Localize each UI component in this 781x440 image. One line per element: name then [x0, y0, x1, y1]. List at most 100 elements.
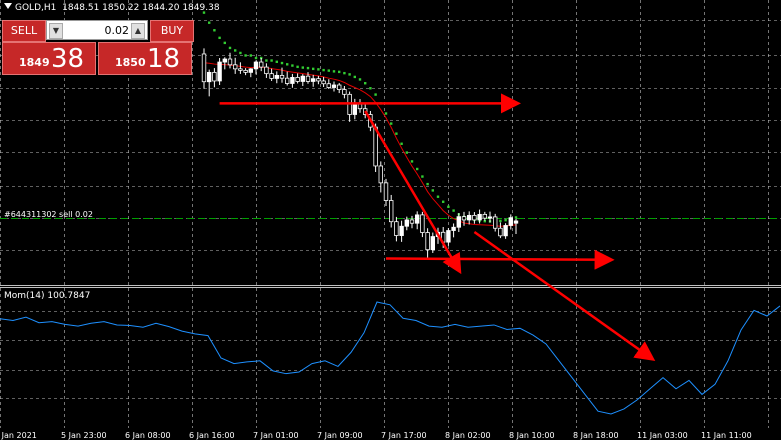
sar-dot [332, 70, 336, 73]
candle-body [248, 68, 253, 73]
sar-dot [442, 200, 445, 203]
candle-body [300, 75, 305, 82]
sar-dot [395, 132, 398, 135]
sar-dot [348, 73, 351, 76]
candle-body [342, 89, 347, 95]
sar-dot [223, 41, 226, 45]
sar-dot [249, 54, 252, 57]
time-tick-label: 11 Jan 03:00 [637, 431, 688, 440]
collapse-triangle-icon [4, 3, 12, 9]
candle-body [305, 75, 311, 82]
sar-dot [234, 49, 237, 52]
candle-body [430, 236, 435, 251]
candle-body [238, 68, 243, 71]
time-tick-label: 8 Jan 10:00 [509, 431, 555, 440]
sell-price-prefix: 1849 [19, 56, 50, 69]
sar-dot [384, 112, 388, 115]
candle-body [258, 61, 264, 68]
chart-ohlc: 1848.51 1850.22 1844.20 1849.38 [62, 3, 220, 13]
candle-body [513, 220, 519, 224]
sar-dot [244, 54, 247, 57]
candle-body [279, 75, 285, 79]
candle-body [253, 61, 259, 70]
candle-body [414, 214, 420, 224]
candle-body [326, 83, 331, 88]
candle-body [409, 219, 415, 224]
sar-dot [374, 93, 377, 96]
candle-body [383, 182, 389, 201]
candle-body [264, 66, 269, 75]
sell-price-button[interactable]: 1849 38 [2, 42, 96, 75]
lot-size-input[interactable] [65, 23, 129, 37]
lot-increase-icon[interactable]: ▲ [131, 23, 145, 39]
buy-price-big: 18 [147, 44, 181, 74]
indicator-label: Mom(14) 100.7847 [4, 291, 91, 301]
candle-body [290, 77, 295, 84]
sar-dot [400, 142, 403, 145]
sar-dot [213, 29, 216, 32]
buy-price-button[interactable]: 1850 18 [98, 42, 192, 75]
order-line-label[interactable]: #644311302 sell 0.02 [4, 210, 93, 219]
sar-dot [343, 71, 346, 75]
sar-dot [218, 36, 221, 40]
lot-size-field[interactable]: ▼ ▲ [46, 20, 148, 40]
candle-body [217, 61, 222, 82]
sar-dot [369, 87, 372, 90]
sar-dot [312, 67, 315, 71]
sell-button[interactable]: SELL [2, 20, 46, 42]
annotation-arrow [473, 231, 656, 362]
sar-dot [426, 182, 429, 186]
sar-dot [280, 61, 284, 65]
candle-body [446, 230, 451, 243]
sar-dot [483, 219, 486, 223]
sar-dot [452, 209, 455, 212]
time-tick-label: 6 Jan 16:00 [189, 431, 235, 440]
sar-dot [410, 160, 414, 163]
sar-dot [322, 68, 325, 72]
time-tick-label: 5 Jan 2021 [0, 431, 37, 440]
sar-dot [358, 78, 362, 81]
candle-body [498, 227, 503, 237]
time-tick-label: 7 Jan 09:00 [317, 431, 363, 440]
sar-dot [514, 216, 518, 219]
candle-body [274, 75, 279, 79]
sar-dot [275, 60, 278, 63]
candle-body [331, 84, 337, 88]
candle-body [212, 71, 217, 82]
sar-dot [421, 175, 424, 178]
candle-body [316, 78, 321, 82]
sar-dot [327, 69, 330, 72]
candle-body [472, 214, 477, 221]
sar-dot [499, 219, 502, 223]
annotation-arrow [364, 110, 462, 275]
sar-dot [364, 82, 367, 85]
candle-body [284, 77, 290, 84]
sar-dot [306, 66, 310, 70]
sar-dot [405, 151, 408, 154]
sar-dot [390, 122, 393, 125]
sar-dot [254, 56, 258, 60]
candle-body [206, 71, 212, 83]
candle-body [420, 214, 425, 233]
time-tick-label: 11 Jan 11:00 [701, 431, 752, 440]
sar-dot [504, 218, 507, 222]
candle-body [394, 221, 399, 236]
candle-body [388, 200, 394, 223]
candle-body [461, 216, 467, 221]
sar-dot [416, 167, 419, 171]
candle-body [508, 217, 513, 226]
candle-body [451, 226, 456, 231]
candle-body [310, 78, 316, 82]
buy-button[interactable]: BUY [150, 20, 194, 42]
sar-dot [270, 59, 273, 62]
time-tick-label: 8 Jan 18:00 [573, 431, 619, 440]
sar-dot [338, 70, 341, 74]
candle-body [477, 213, 482, 221]
candle-body [321, 80, 326, 85]
sell-price-big: 38 [51, 44, 85, 74]
sar-dot [202, 11, 206, 14]
candle-body [492, 216, 498, 229]
lot-decrease-icon[interactable]: ▼ [49, 23, 63, 39]
